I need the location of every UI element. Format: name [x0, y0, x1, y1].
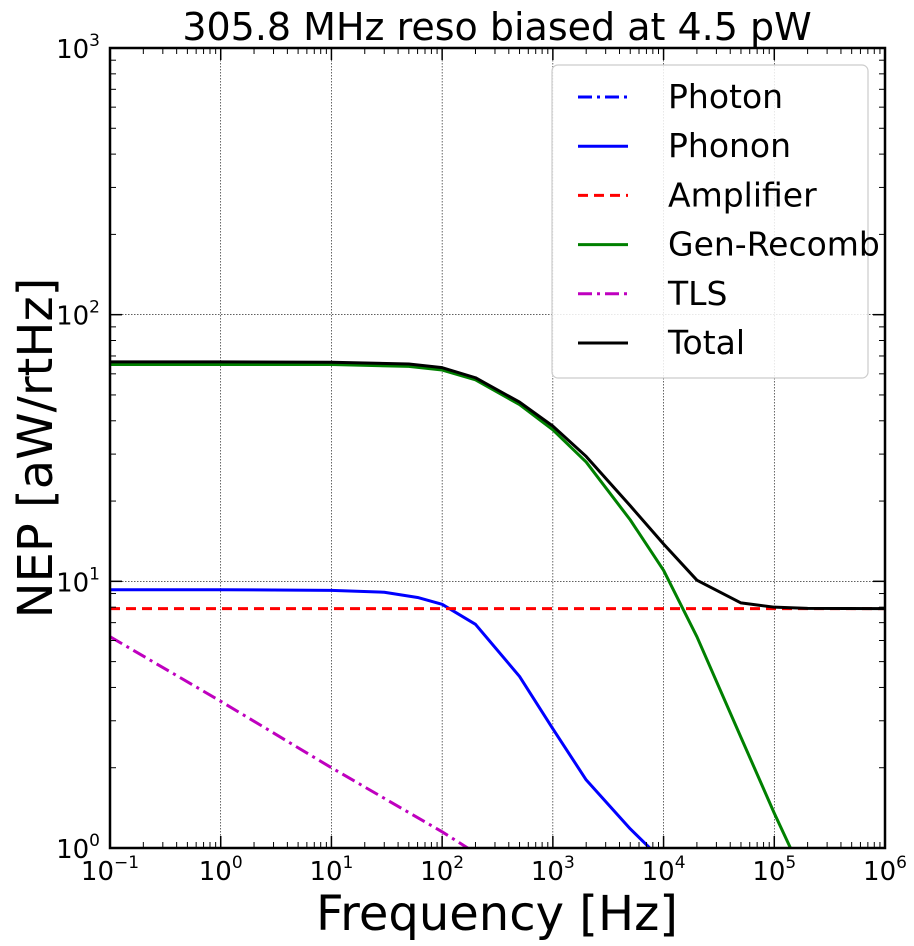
x-tick-label: 105: [752, 853, 796, 887]
series-tls-line: [110, 635, 469, 848]
series-lines: [110, 360, 885, 848]
legend-label-amplifier: Amplifier: [668, 175, 817, 214]
y-tick-label: 103: [56, 31, 100, 65]
legend-label-total: Total: [667, 323, 745, 362]
x-tick-label: 100: [199, 853, 243, 887]
x-tick-label: 104: [642, 853, 686, 887]
x-tick-label: 101: [309, 853, 353, 887]
y-axis-label: NEP [aW/rtHz]: [8, 278, 64, 619]
plot-frame: [108, 46, 887, 850]
x-axis-label: Frequency [Hz]: [316, 886, 678, 942]
chart-title: 305.8 MHz reso biased at 4.5 pW: [182, 5, 811, 49]
x-tick-labels: 10−1 100 101 102 103 104 105 106: [81, 853, 907, 887]
series-total-line: [110, 360, 885, 611]
legend-label-gen-recomb: Gen-Recomb: [668, 225, 880, 264]
legend-label-tls: TLS: [667, 274, 728, 313]
legend-label-phonon: Phonon: [668, 126, 791, 165]
x-tick-label: 10−1: [81, 853, 139, 887]
legend-box: [551, 64, 869, 379]
y-tick-label: 102: [56, 298, 100, 332]
y-tick-labels: 100 101 102 103: [56, 31, 100, 865]
series-gen-recomb-line: [110, 363, 792, 848]
x-tick-label: 103: [531, 853, 575, 887]
y-tick-label: 100: [56, 831, 100, 865]
legend-label-photon: Photon: [668, 77, 783, 116]
x-tick-label: 106: [863, 853, 907, 887]
series-phonon-line: [110, 588, 651, 848]
x-tick-label: 102: [420, 853, 464, 887]
legend: Photon Phonon Amplifier Gen-Recomb TLS Total: [551, 64, 880, 379]
y-tick-label: 101: [56, 564, 100, 598]
